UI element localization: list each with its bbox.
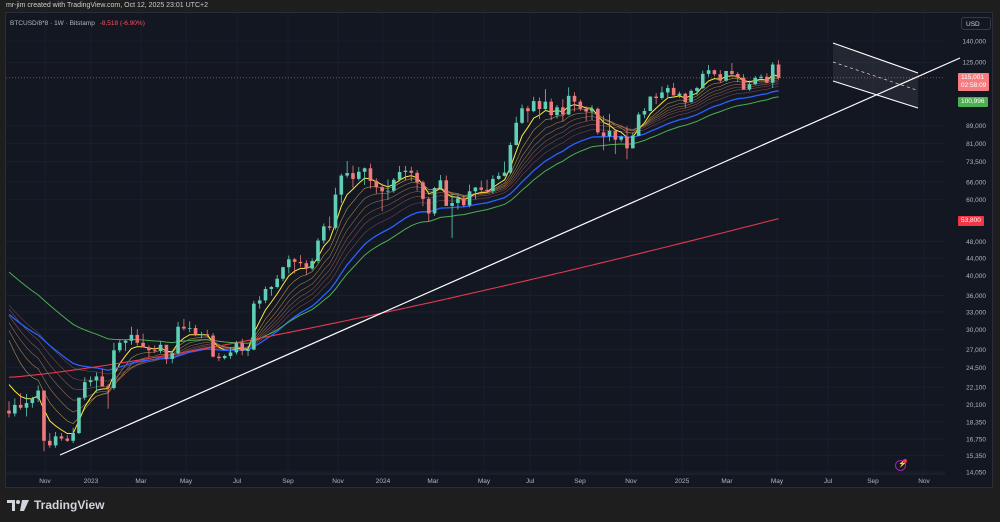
price-tick: 33,000 (966, 309, 986, 316)
tradingview-logo-icon (7, 499, 29, 511)
time-tick: Nov (918, 478, 930, 485)
time-tick: 2025 (675, 478, 690, 485)
price-tick: 24,500 (966, 365, 986, 372)
price-tick: 36,000 (966, 293, 986, 300)
price-tick: 89,000 (966, 123, 986, 130)
price-tick: 44,000 (966, 255, 986, 262)
price-tick: 81,000 (966, 141, 986, 148)
current-price-tag: 115,001 02:58:09 (958, 73, 990, 91)
moving-averages (8, 74, 779, 435)
price-tick: 15,350 (966, 453, 986, 460)
price-tick: 60,000 (966, 197, 986, 204)
time-tick: Jul (824, 478, 833, 485)
chart-caption: mr-jim created with TradingView.com, Oct… (6, 2, 208, 9)
time-tick: Jul (526, 478, 535, 485)
time-tick: Sep (282, 478, 294, 485)
channel-median[interactable] (832, 61, 919, 91)
price-change: -8,518 (-6.90%) (99, 20, 145, 27)
channel-upper[interactable] (832, 42, 919, 74)
time-tick: May (180, 478, 193, 485)
time-tick: Mar (135, 478, 147, 485)
red-level-tag: 53,800 (958, 216, 984, 226)
time-tick: 2024 (376, 478, 391, 485)
price-tick: 30,000 (966, 327, 986, 334)
price-tick: 20,100 (966, 402, 986, 409)
time-tick: Nov (332, 478, 344, 485)
symbol-legend[interactable]: BTCUSD/8*8 · 1W · Bitstamp -8,518 (-6.90… (10, 20, 145, 27)
tradingview-logo: TradingView (7, 498, 104, 512)
price-tick: 14,050 (966, 469, 986, 476)
channel-lower[interactable] (832, 80, 919, 109)
time-tick: Mar (721, 478, 733, 485)
time-tick: 2023 (84, 478, 99, 485)
price-tick: 125,000 (963, 60, 987, 67)
price-tick: 40,000 (966, 273, 986, 280)
price-tick: 18,350 (966, 419, 986, 426)
candlestick-series (7, 60, 781, 452)
chart-panel[interactable] (5, 12, 993, 488)
time-tick: Jul (233, 478, 242, 485)
time-tick: May (478, 478, 491, 485)
time-tick: May (771, 478, 784, 485)
time-tick: Sep (867, 478, 879, 485)
time-tick: Mar (427, 478, 439, 485)
price-tick: 66,000 (966, 179, 986, 186)
channel-fill[interactable] (833, 43, 918, 108)
price-tick: 16,750 (966, 436, 986, 443)
bar-countdown: 02:58:09 (961, 82, 987, 89)
brand-name: TradingView (34, 498, 105, 512)
price-tick: 27,000 (966, 347, 986, 354)
lightning-alert-icon[interactable]: ⚡ (895, 459, 907, 471)
time-tick: Nov (39, 478, 51, 485)
symbol-info: BTCUSD/8*8 · 1W · Bitstamp (10, 20, 95, 27)
drawing-tools[interactable] (59, 42, 961, 456)
time-tick: Nov (625, 478, 637, 485)
price-tick: 22,100 (966, 384, 986, 391)
currency-button[interactable]: USD (961, 17, 991, 30)
time-tick: Sep (574, 478, 586, 485)
current-price: 115,001 (961, 74, 985, 81)
price-axis[interactable]: 140,000 125,000 89,000 81,000 73,500 66,000 60… (963, 38, 987, 476)
price-tick: 73,500 (966, 159, 986, 166)
time-axis[interactable]: Nov 2023 Mar May Jul Sep Nov 2024 Mar May Jul Sep No… (39, 478, 930, 485)
chart-grid (6, 13, 945, 475)
price-tick: 140,000 (963, 38, 987, 45)
trendline[interactable] (59, 57, 961, 456)
green-level-tag: 100,996 (958, 97, 988, 107)
price-tick: 48,000 (966, 239, 986, 246)
